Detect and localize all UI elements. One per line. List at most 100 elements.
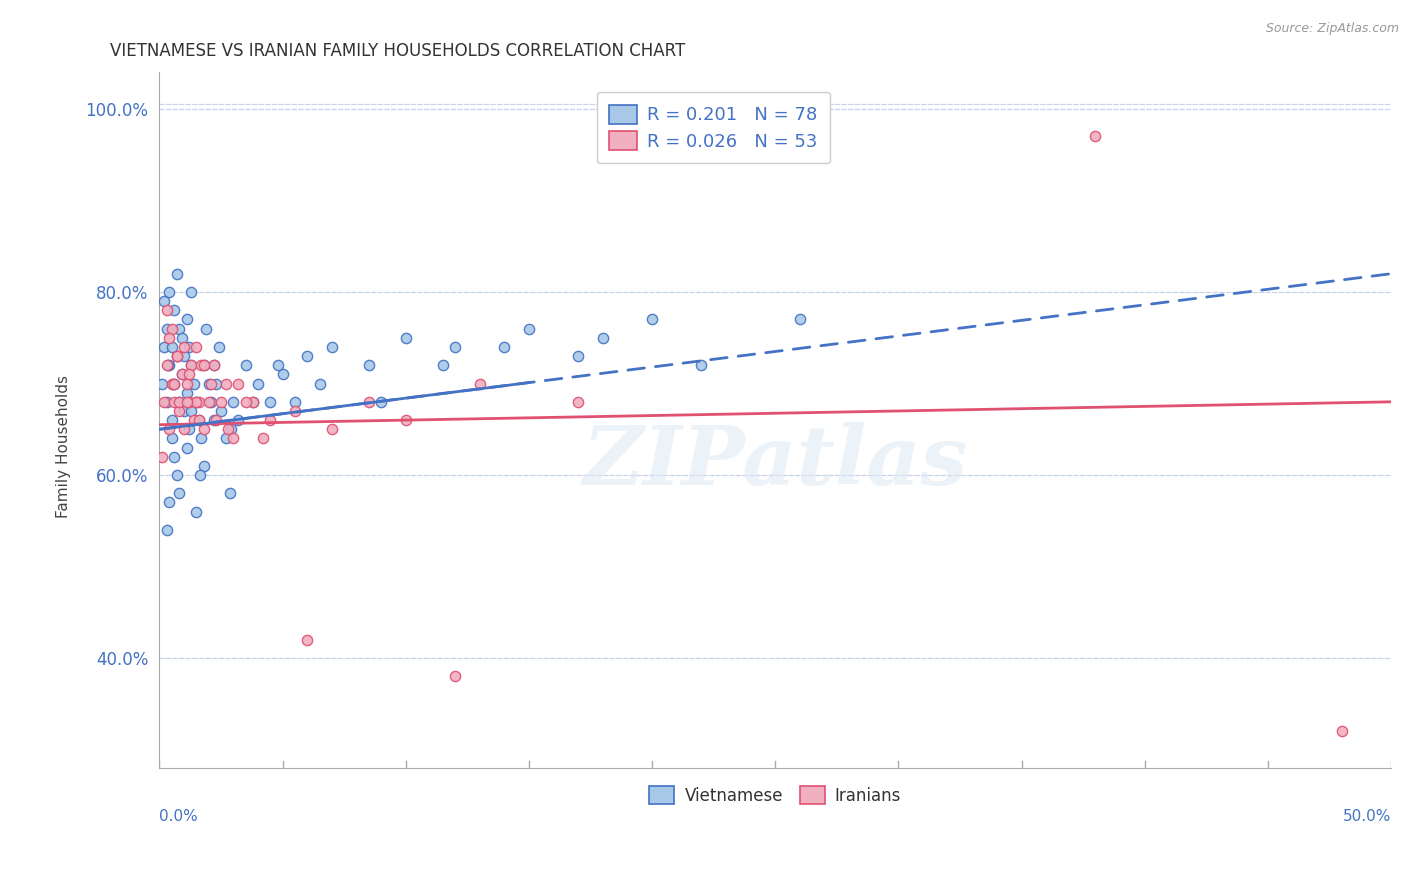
Point: [187, 413, 209, 427]
Point: [157, 495, 180, 509]
Point: [202, 358, 225, 372]
Point: [308, 376, 330, 391]
Point: [226, 413, 249, 427]
Point: [259, 413, 281, 427]
Point: [177, 422, 200, 436]
Point: [173, 349, 195, 363]
Point: [167, 404, 190, 418]
Point: [160, 432, 183, 446]
Point: [180, 358, 202, 372]
Point: [468, 376, 491, 391]
Point: [160, 376, 183, 391]
Text: Source: ZipAtlas.com: Source: ZipAtlas.com: [1265, 22, 1399, 36]
Point: [173, 340, 195, 354]
Point: [190, 358, 212, 372]
Point: [235, 358, 257, 372]
Point: [195, 321, 218, 335]
Point: [219, 422, 242, 436]
Point: [567, 349, 589, 363]
Point: [150, 450, 173, 464]
Point: [180, 285, 202, 299]
Point: [170, 368, 193, 382]
Point: [246, 376, 269, 391]
Point: [266, 358, 288, 372]
Point: [321, 422, 343, 436]
Point: [193, 358, 215, 372]
Point: [180, 404, 202, 418]
Point: [156, 303, 179, 318]
Point: [222, 432, 245, 446]
Point: [295, 632, 318, 647]
Point: [176, 385, 198, 400]
Point: [284, 394, 307, 409]
Point: [156, 321, 179, 335]
Point: [226, 376, 249, 391]
Point: [284, 404, 307, 418]
Point: [259, 394, 281, 409]
Point: [205, 413, 228, 427]
Point: [222, 394, 245, 409]
Point: [567, 394, 589, 409]
Point: [235, 394, 257, 409]
Point: [176, 312, 198, 326]
Point: [166, 349, 188, 363]
Point: [163, 394, 186, 409]
Text: 0.0%: 0.0%: [159, 809, 198, 824]
Point: [197, 376, 219, 391]
Point: [173, 422, 195, 436]
Point: [205, 376, 228, 391]
Point: [166, 349, 188, 363]
Point: [176, 394, 198, 409]
Point: [690, 358, 713, 372]
Point: [188, 468, 211, 483]
Point: [242, 394, 264, 409]
Point: [173, 404, 195, 418]
Point: [156, 394, 179, 409]
Text: Family Households: Family Households: [56, 375, 70, 517]
Point: [167, 394, 190, 409]
Point: [202, 358, 225, 372]
Point: [215, 432, 238, 446]
Point: [186, 394, 208, 409]
Point: [1330, 724, 1353, 739]
Point: [252, 432, 274, 446]
Point: [160, 413, 183, 427]
Point: [641, 312, 664, 326]
Point: [186, 505, 208, 519]
Point: [170, 331, 193, 345]
Point: [186, 394, 208, 409]
Point: [153, 294, 176, 309]
Point: [187, 394, 209, 409]
Point: [242, 394, 264, 409]
Point: [177, 340, 200, 354]
Point: [207, 340, 229, 354]
Point: [177, 368, 200, 382]
Point: [150, 376, 173, 391]
Point: [218, 486, 240, 500]
Point: [160, 321, 183, 335]
Point: [167, 486, 190, 500]
Point: [166, 267, 188, 281]
Point: [200, 376, 222, 391]
Point: [163, 450, 186, 464]
Point: [395, 331, 418, 345]
Point: [156, 523, 179, 537]
Point: [167, 321, 190, 335]
Legend: Vietnamese, Iranians: Vietnamese, Iranians: [643, 780, 908, 812]
Point: [517, 321, 540, 335]
Point: [494, 340, 516, 354]
Point: [183, 413, 205, 427]
Point: [370, 394, 392, 409]
Point: [190, 432, 212, 446]
Point: [157, 285, 180, 299]
Point: [163, 376, 186, 391]
Point: [157, 358, 180, 372]
Point: [186, 340, 208, 354]
Point: [202, 413, 225, 427]
Point: [592, 331, 614, 345]
Point: [163, 303, 186, 318]
Point: [271, 368, 294, 382]
Point: [170, 368, 193, 382]
Point: [193, 422, 215, 436]
Text: VIETNAMESE VS IRANIAN FAMILY HOUSEHOLDS CORRELATION CHART: VIETNAMESE VS IRANIAN FAMILY HOUSEHOLDS …: [110, 42, 685, 60]
